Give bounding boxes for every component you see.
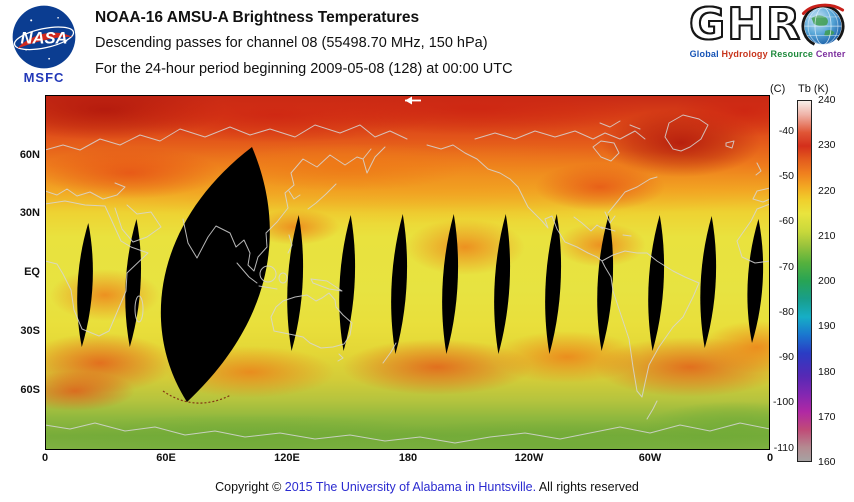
x-axis-label: 180 [398,452,418,464]
copyright-suffix: All rights reserved [536,480,639,494]
nasa-logo: NASA [12,5,76,69]
copyright-line: Copyright © 2015 The University of Alaba… [0,480,854,494]
globe-icon [801,3,845,48]
y-axis-label: 30N [19,207,40,219]
colorbar-tick-label: -110 [773,441,794,454]
x-axis-label: 0 [766,452,774,464]
copyright-university: 2015 The University of Alabama in Huntsv… [284,480,537,494]
page-period-line: For the 24-hour period beginning 2009-05… [95,61,513,77]
ghrc-tagline: Global Hydrology Resource Center [689,49,846,59]
page-subtitle: Descending passes for channel 08 (55498.… [95,35,488,51]
colorbar-tick-label: 240 [818,94,836,106]
data-gap-swaths [77,214,764,354]
colorbar-tick-label: -40 [778,124,794,137]
map-frame [45,95,770,450]
ghrc-logo: GHR Global Hydrology Resour [688,0,846,60]
orbit-edge-dashed-line [162,390,232,404]
coastlines [45,114,770,444]
colorbar-kelvin-header: Tb (K) [798,83,829,95]
nasa-wordmark: NASA [20,28,67,47]
colorbar-tick-label: -90 [778,351,794,364]
colorbar-tick-label: 210 [818,229,836,242]
y-axis-label: EQ [24,266,40,278]
colorbar-tick-label: 170 [818,410,836,423]
x-axis-label: 120E [274,452,300,464]
ghrc-letters: GHR [688,0,802,50]
colorbar-tick-label: 160 [818,456,836,468]
colorbar-tick-label: 220 [818,184,836,197]
page-title: NOAA-16 AMSU-A Brightness Temperatures [95,9,420,26]
colorbar-tick-label: -60 [778,215,794,228]
colorbar-k-ticks: 240 230 220 210 200 190 180 170 160 [818,94,852,468]
colorbar-tick-label: 190 [818,320,836,333]
colorbar-tick-label: -100 [772,396,794,409]
y-axis-label: 60S [20,384,40,396]
y-axis-label: 60N [19,149,40,161]
msfc-label: MSFC [23,70,65,85]
colorbar-gradient [797,100,812,462]
colorbar-tick-label: 180 [818,365,836,378]
data-gap-large-swath [160,147,270,402]
colorbar-tick-label: -50 [778,170,794,183]
x-axis-label: 60W [638,452,662,464]
colorbar-tick-label: -80 [778,305,794,318]
ghrc-tagline-word: Resource [767,49,814,59]
ghrc-tagline-word: Center [813,49,846,59]
ghrc-tagline-word: Global [689,49,719,59]
x-axis-label: 0 [41,452,49,464]
x-axis-label: 120W [514,452,544,464]
colorbar-celsius-header: (C) [770,83,786,95]
copyright-prefix: Copyright © [215,480,285,494]
colorbar-c-ticks: -40 -50 -60 -70 -80 -90 -100 -110 [750,100,794,462]
x-axis-label: 60E [156,452,176,464]
brightness-temperature-map [45,95,770,450]
ghrc-tagline-word: Hydrology [718,49,768,59]
colorbar-tick-label: -70 [778,260,794,273]
y-axis-label: 30S [20,325,40,337]
pass-direction-arrow-icon [405,96,421,105]
colorbar-tick-label: 230 [818,139,836,152]
colorbar-tick-label: 200 [818,275,836,287]
